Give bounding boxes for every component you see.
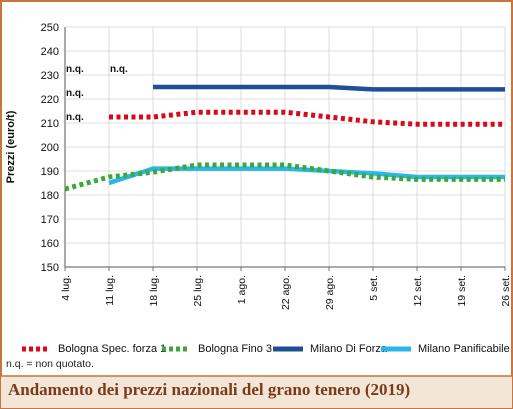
x-tick-label: 19 set.: [456, 275, 468, 307]
x-tick-label: 26 set.: [500, 275, 512, 307]
x-tick-label: 4 lug.: [60, 275, 72, 301]
line-chart: 150 160 170 180 190 200 210 220 230 240 250 4 lug. 1…: [5, 22, 512, 310]
x-tick-label: 18 lug.: [148, 275, 160, 307]
legend-swatch-bologna-fino-3: [162, 346, 190, 352]
legend-item-bologna-spec-forza-1: Bologna Spec. forza 1: [20, 340, 166, 358]
y-tick-label: 190: [41, 166, 59, 178]
y-tick-label: 240: [41, 46, 59, 58]
y-tick-label: 250: [41, 22, 59, 34]
chart-title: Andamento dei prezzi nazionali del grano…: [8, 380, 411, 399]
y-tick-label: 220: [41, 94, 59, 106]
x-tick-label: 29 ago.: [324, 275, 336, 310]
y-tick-label: 230: [41, 70, 59, 82]
annotation-nq: n.q.: [66, 88, 84, 99]
x-tick-label: 25 lug.: [192, 275, 204, 307]
legend-item-bologna-fino-3: Bologna Fino 3: [160, 340, 272, 358]
legend-label: Milano Panificabile: [418, 343, 510, 355]
y-axis-label: Prezzi (euro/t): [5, 110, 17, 183]
series-line-bologna-fino-3: [64, 162, 505, 192]
legend-label: Milano Di Forza: [310, 343, 388, 355]
y-tick-label: 210: [41, 118, 59, 130]
series-line-bologna-spec-forza-1: [109, 109, 505, 127]
annotation-nq: n.q.: [110, 64, 128, 75]
y-tick-label: 200: [41, 142, 59, 154]
chart-legend: Bologna Spec. forza 1 Bologna Fino 3 Mil…: [20, 340, 510, 358]
series-line-milano-di-forza: [153, 84, 505, 92]
x-tick-label: 22 ago.: [280, 275, 292, 310]
annotation-nq: n.q.: [66, 64, 84, 75]
legend-swatch-milano-panificabile: [381, 346, 411, 352]
legend-label: Bologna Fino 3: [198, 343, 272, 355]
annotation-nq: n.q.: [66, 112, 84, 123]
y-tick-label: 160: [41, 238, 59, 250]
title-background: [1, 376, 512, 408]
y-tick-label: 150: [41, 262, 59, 274]
x-tick-label: 1 ago.: [236, 275, 248, 304]
x-tick-label: 11 lug.: [104, 275, 116, 306]
legend-label: Bologna Spec. forza 1: [58, 343, 167, 355]
footnote: n.q. = non quotato.: [6, 358, 94, 370]
x-tick-label: 5 set.: [368, 275, 380, 301]
legend-swatch-bologna-spec-forza-1: [22, 346, 50, 352]
legend-item-milano-di-forza: Milano Di Forza: [272, 340, 387, 358]
x-tick-label: 12 set.: [412, 275, 424, 307]
y-tick-label: 180: [41, 190, 59, 202]
y-tick-label: 170: [41, 214, 59, 226]
legend-item-milano-panificabile: Milano Panificabile: [380, 340, 510, 358]
legend-swatch-milano-di-forza: [273, 346, 303, 352]
